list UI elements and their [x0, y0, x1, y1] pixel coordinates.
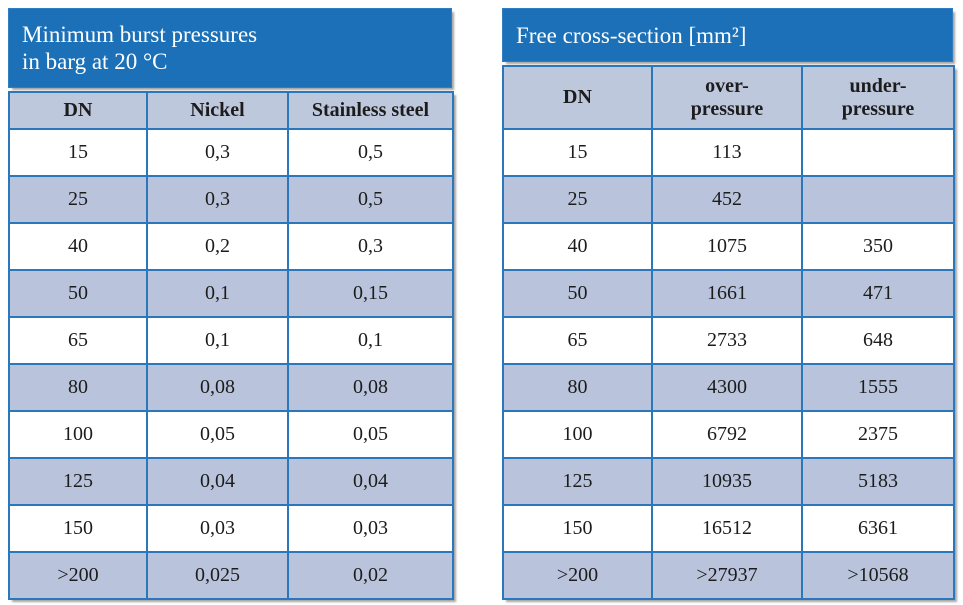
table-row: 40 1075 350	[502, 222, 955, 271]
table-cell: 0,03	[146, 504, 289, 553]
table-cell: 0,5	[287, 175, 454, 224]
table-cell: 4300	[651, 363, 803, 412]
table-row: >200 >27937 >10568	[502, 551, 955, 600]
table-cell: 648	[801, 316, 955, 365]
table-cell: 80	[8, 363, 148, 412]
table-row: 25 0,3 0,5	[8, 175, 454, 224]
table-cell: 0,08	[146, 363, 289, 412]
burst-pressure-table-block: Minimum burst pressures in barg at 20 °C…	[8, 8, 454, 600]
table-cell: 471	[801, 269, 955, 318]
table-cell: 125	[8, 457, 148, 506]
table-cell: 80	[502, 363, 653, 412]
table-cell: 50	[8, 269, 148, 318]
table-row: 65 2733 648	[502, 316, 955, 365]
table-row: 65 0,1 0,1	[8, 316, 454, 365]
table-cell: 113	[651, 128, 803, 177]
table-cell: 15	[502, 128, 653, 177]
table-cell: 0,2	[146, 222, 289, 271]
table-cell: 65	[502, 316, 653, 365]
table-row: 25 452	[502, 175, 955, 224]
column-header-overpressure: over- pressure	[651, 65, 803, 130]
table-cell: 350	[801, 222, 955, 271]
table-cell: 1555	[801, 363, 955, 412]
table-cell: 0,04	[287, 457, 454, 506]
table-cell: 150	[8, 504, 148, 553]
cross-section-table: DN over- pressure under- pressure 15 113 2…	[502, 65, 955, 600]
table-row: 15 0,3 0,5	[8, 128, 454, 177]
table-cell: 10935	[651, 457, 803, 506]
table-row: 125 10935 5183	[502, 457, 955, 506]
cross-section-table-title: Free cross-section [mm²]	[502, 8, 953, 62]
table-cell: 0,03	[287, 504, 454, 553]
burst-pressure-table-title: Minimum burst pressures in barg at 20 °C	[8, 8, 452, 88]
table-cell: 100	[502, 410, 653, 459]
table-cell: 15	[8, 128, 148, 177]
table-cell: >27937	[651, 551, 803, 600]
table-row: 80 0,08 0,08	[8, 363, 454, 412]
table-row: 150 16512 6361	[502, 504, 955, 553]
table-cell: 0,15	[287, 269, 454, 318]
table-cell: 0,3	[287, 222, 454, 271]
table-cell: 452	[651, 175, 803, 224]
table-cell: 2375	[801, 410, 955, 459]
table-row: 15 113	[502, 128, 955, 177]
column-header-nickel: Nickel	[146, 91, 289, 130]
burst-pressure-table: DN Nickel Stainless steel 15 0,3 0,5 25 0,3 0…	[8, 91, 454, 600]
table-row: 80 4300 1555	[502, 363, 955, 412]
table-cell: 0,08	[287, 363, 454, 412]
cross-section-table-block: Free cross-section [mm²] DN over- pressu…	[502, 8, 955, 600]
table-cell: 6361	[801, 504, 955, 553]
table-cell: 50	[502, 269, 653, 318]
table-cell: 1661	[651, 269, 803, 318]
table-cell: >10568	[801, 551, 955, 600]
table-cell: 0,1	[287, 316, 454, 365]
table-cell: 6792	[651, 410, 803, 459]
table-cell: 0,05	[146, 410, 289, 459]
header-row: DN Nickel Stainless steel	[8, 91, 454, 130]
table-cell: 16512	[651, 504, 803, 553]
table-cell: 25	[502, 175, 653, 224]
table-cell: 0,3	[146, 128, 289, 177]
column-header-underpressure: under- pressure	[801, 65, 955, 130]
table-cell: 100	[8, 410, 148, 459]
table-cell: 0,04	[146, 457, 289, 506]
table-row: 40 0,2 0,3	[8, 222, 454, 271]
table-cell: 40	[8, 222, 148, 271]
table-cell: 0,1	[146, 269, 289, 318]
table-cell: >200	[8, 551, 148, 600]
table-cell: 150	[502, 504, 653, 553]
table-cell: 0,3	[146, 175, 289, 224]
column-header-dn: DN	[502, 65, 653, 130]
table-cell	[801, 175, 955, 224]
header-row: DN over- pressure under- pressure	[502, 65, 955, 130]
table-cell: 25	[8, 175, 148, 224]
table-cell: 40	[502, 222, 653, 271]
column-header-stainless-steel: Stainless steel	[287, 91, 454, 130]
table-cell: 0,5	[287, 128, 454, 177]
table-row: 150 0,03 0,03	[8, 504, 454, 553]
table-row: 50 0,1 0,15	[8, 269, 454, 318]
table-row: 125 0,04 0,04	[8, 457, 454, 506]
table-cell: 1075	[651, 222, 803, 271]
table-row: >200 0,025 0,02	[8, 551, 454, 600]
table-cell: 0,025	[146, 551, 289, 600]
table-cell: 2733	[651, 316, 803, 365]
table-cell: 5183	[801, 457, 955, 506]
table-row: 50 1661 471	[502, 269, 955, 318]
table-cell	[801, 128, 955, 177]
table-cell: 125	[502, 457, 653, 506]
table-cell: 0,05	[287, 410, 454, 459]
table-row: 100 6792 2375	[502, 410, 955, 459]
table-cell: 65	[8, 316, 148, 365]
table-row: 100 0,05 0,05	[8, 410, 454, 459]
column-header-dn: DN	[8, 91, 148, 130]
table-cell: >200	[502, 551, 653, 600]
table-cell: 0,02	[287, 551, 454, 600]
table-cell: 0,1	[146, 316, 289, 365]
